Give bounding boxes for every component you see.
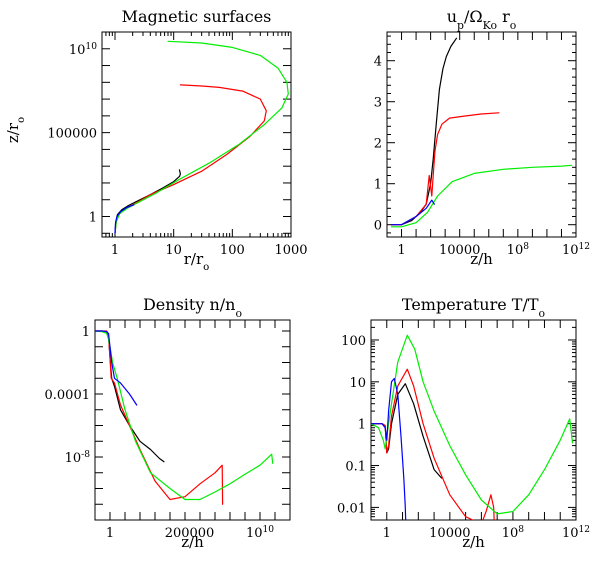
series-line-2 (95, 330, 224, 505)
x-tick-label: 200000 (165, 526, 215, 541)
x-tick-label: 1012 (562, 525, 590, 541)
x-tick-label: 10 (165, 243, 182, 258)
y-tick-label: 4 (374, 55, 382, 70)
x-axis-label: z/h (470, 250, 493, 268)
x-axis-label: z/h (181, 533, 204, 551)
series-line-3 (390, 164, 573, 228)
y-tick-label: 3 (374, 96, 382, 111)
chart-title: Magnetic surfaces (122, 7, 272, 26)
y-tick-label: 1 (82, 325, 90, 340)
y-axis-label: z/ro (4, 117, 27, 143)
y-tick-label: 1010 (69, 42, 97, 58)
x-tick-label: 100 (220, 243, 245, 258)
plot-frame (101, 31, 292, 238)
series-line-1 (390, 37, 458, 226)
x-tick-label: 108 (507, 242, 530, 258)
series-line-4 (390, 199, 435, 226)
series-line-4 (114, 204, 135, 234)
x-axis-label: r/ro (184, 250, 210, 273)
panel-density: 1 200000 1010 10-8 0.0001 1 Density n/no z/h (45, 295, 291, 551)
series-line-1 (95, 330, 165, 463)
x-axis-label: z/h (462, 533, 485, 551)
y-tick-label: 10-8 (65, 450, 91, 466)
series-line-1 (371, 383, 443, 479)
chart-title: Temperature T/To (402, 295, 545, 320)
x-tick-label: 1012 (562, 242, 590, 258)
y-tick-label: 100 (341, 334, 366, 349)
y-tick-label: 0.1 (345, 460, 366, 475)
y-tick-label: 1 (358, 418, 366, 433)
series-line-3 (114, 40, 289, 234)
series-line-1 (114, 169, 181, 234)
series-line-3 (95, 330, 274, 501)
x-tick-label: 1 (111, 243, 119, 258)
x-tick-label: 1 (383, 526, 391, 541)
y-tick-label: 1 (374, 178, 382, 193)
y-tick-label: 2 (374, 137, 382, 152)
panel-magnetic-surfaces: 1 10 100 1000 1 100000 1010 Magnetic surfaces r/… (4, 7, 308, 273)
x-tick-label: 1010 (246, 525, 274, 541)
series-line-2 (371, 368, 495, 520)
chart-title: Density n/no (143, 295, 242, 320)
y-tick-label: 0.0001 (45, 388, 91, 403)
x-tick-label: 108 (502, 525, 525, 541)
chart-title: up/ΩKo ro (447, 7, 517, 32)
series-line-3 (371, 334, 574, 515)
x-tick-label: 1000 (274, 243, 307, 258)
y-tick-label: 10 (349, 376, 366, 391)
y-tick-label: 1 (89, 211, 97, 226)
y-tick-label: 0.01 (337, 501, 366, 516)
y-tick-label: 0 (374, 219, 382, 234)
plot-frame (386, 31, 577, 238)
x-tick-label: 1 (397, 243, 405, 258)
panel-temperature: 1 10000 108 1012 0.01 0.1 1 10 100 Temperature T/… (337, 295, 590, 551)
series-line-2 (390, 112, 500, 226)
series-line-4 (95, 330, 138, 406)
series-line-2 (114, 84, 267, 234)
x-tick-label: 10000 (429, 526, 470, 541)
series-line-4 (371, 377, 407, 520)
x-tick-label: 10000 (439, 243, 480, 258)
y-tick-label: 100000 (47, 127, 97, 142)
x-tick-label: 1 (106, 526, 114, 541)
plot-frame (94, 319, 291, 521)
